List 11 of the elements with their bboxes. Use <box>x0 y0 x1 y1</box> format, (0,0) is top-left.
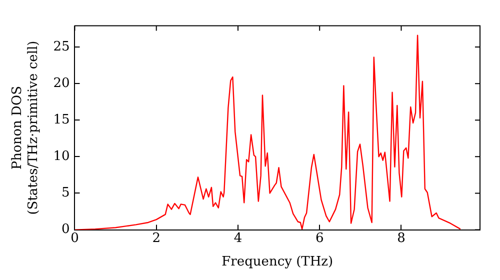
x-tick-label: 2 <box>152 230 161 246</box>
x-tick-label: 4 <box>234 230 242 246</box>
y-tick-label: 15 <box>53 112 70 128</box>
y-tick-label: 20 <box>53 76 70 91</box>
x-tick-label: 6 <box>315 230 324 246</box>
x-tick-label: 8 <box>397 230 406 246</box>
y-axis-title: Phonon DOS (States/THz·primitive cell) <box>10 40 41 215</box>
x-axis-title: Frequency (THz) <box>222 254 334 270</box>
y-tick-label: 10 <box>53 149 70 164</box>
y-tick-label: 25 <box>53 39 70 54</box>
y-tick-label: 5 <box>61 186 70 201</box>
